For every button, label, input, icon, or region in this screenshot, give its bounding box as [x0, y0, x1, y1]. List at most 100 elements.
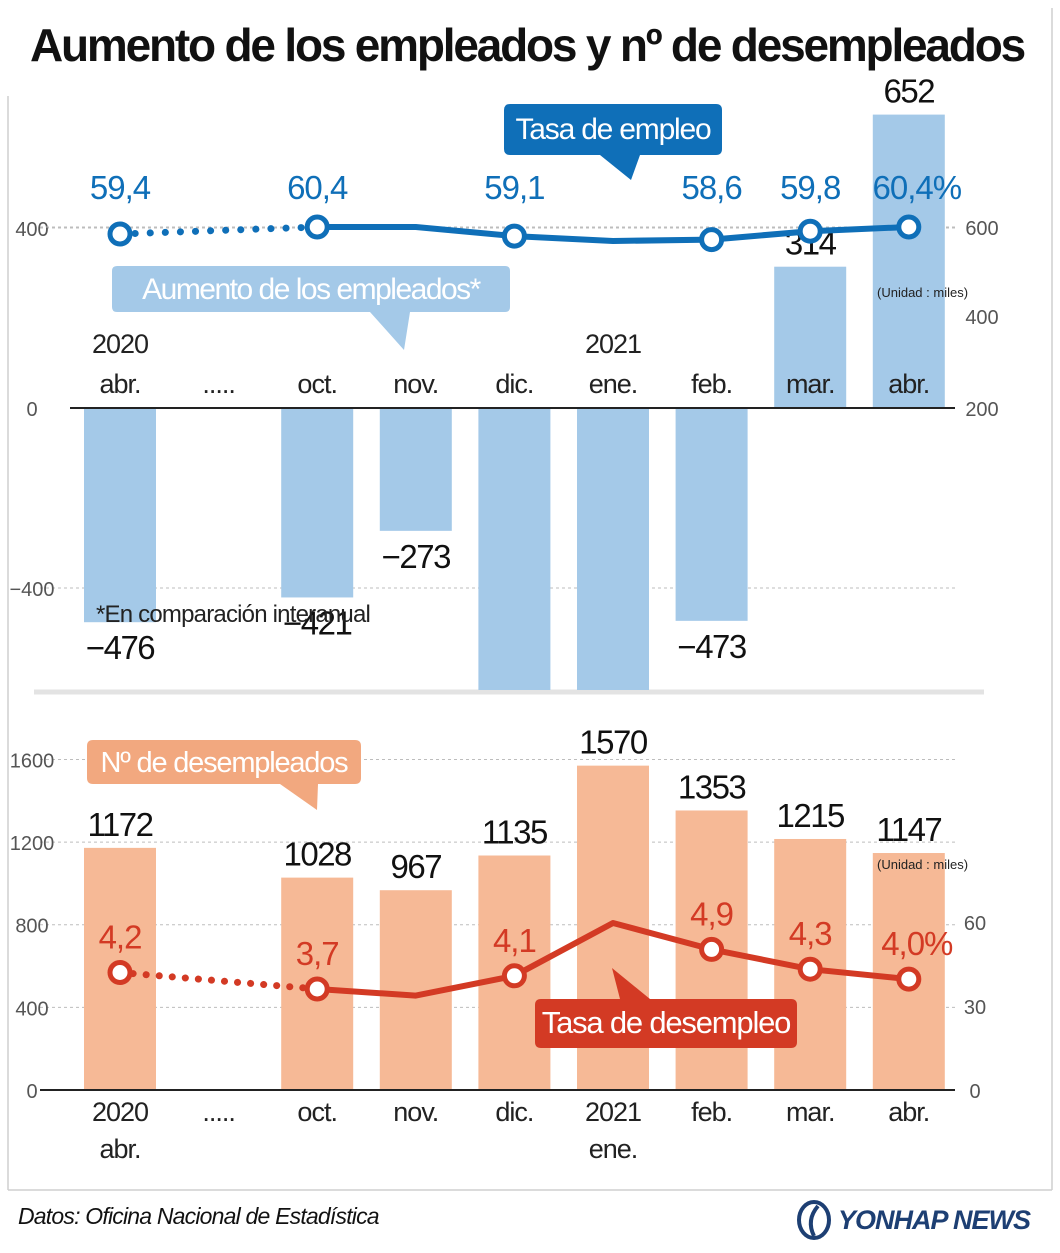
unemployment-rate-label: 4,9 — [690, 895, 733, 932]
employee-bar — [872, 114, 945, 408]
employee-callout — [112, 266, 510, 350]
source-note: Datos: Oficina Nacional de Estadística — [18, 1203, 380, 1229]
bar-value-label: 1135 — [482, 814, 547, 851]
y-tick-label: 400 — [15, 219, 48, 241]
unemployment-rate-point — [699, 936, 725, 962]
month-label-2: ene. — [589, 1134, 638, 1164]
unemployment-rate-label: 4,2 — [99, 919, 142, 956]
unemployment-rate-point — [797, 956, 823, 982]
unemployment-rate-point — [501, 963, 527, 989]
employment-rate-point — [304, 214, 330, 240]
bar-value-label: −473 — [677, 628, 745, 665]
y-tick-label: 0 — [26, 399, 37, 421]
employee-bar — [675, 408, 748, 621]
month-label: mar. — [786, 1097, 835, 1127]
month-label: abr. — [99, 369, 140, 399]
employment-rate-label: 60,4% — [873, 169, 962, 206]
employment-rate-label: 59,1 — [484, 169, 544, 206]
employment-rate-label: 58,6 — [681, 169, 741, 206]
employee-bar — [577, 408, 649, 690]
month-label: ..... — [202, 369, 235, 399]
month-label: nov. — [393, 369, 438, 399]
unemployed-callout-label: Nº de desempleados — [101, 747, 349, 779]
month-label: nov. — [393, 1097, 438, 1127]
unemployment-rate-label: 4,3 — [789, 915, 832, 952]
bar-value-label: −476 — [86, 629, 154, 666]
month-label: abr. — [888, 369, 929, 399]
month-label-2: abr. — [99, 1134, 140, 1164]
employment-rate-dotted-line — [116, 223, 321, 238]
employee-callout-label: Aumento de los empleados* — [142, 273, 482, 306]
logo-text: YONHAP NEWS — [838, 1204, 1031, 1235]
employment-rate-point — [107, 221, 133, 247]
yonhap-logo: YONHAP NEWS — [796, 1196, 1031, 1244]
month-label: mar. — [786, 369, 835, 399]
unemployment-rate-callout-label: Tasa de desempleo — [542, 1005, 790, 1040]
unemployment-rate-label: 4,0% — [881, 925, 953, 962]
month-label: feb. — [691, 1097, 732, 1127]
employee-bar — [281, 408, 354, 598]
right-tick-label: 30 — [964, 997, 986, 1019]
unemployed-callout — [87, 740, 361, 810]
right-tick-label: 60 — [964, 913, 986, 935]
bar-value-label: 1147 — [876, 811, 941, 848]
month-year-label: 2020 — [92, 329, 148, 359]
month-label: dic. — [495, 1097, 533, 1127]
month-label: oct. — [297, 369, 337, 399]
unemployment-rate-label: 4,1 — [493, 922, 536, 959]
employment-rate-point — [797, 218, 823, 244]
month-label: abr. — [888, 1097, 929, 1127]
yonhap-emblem-icon — [797, 1200, 831, 1240]
bar-value-label: −421 — [283, 604, 351, 641]
unemployment-rate-point — [304, 976, 330, 1002]
y-tick-label: 800 — [15, 916, 48, 938]
bar-value-label: 652 — [884, 73, 935, 110]
bar-value-label: 1215 — [776, 797, 844, 834]
employment-rate-point — [501, 223, 527, 249]
footnote: *En comparación interanual — [96, 601, 370, 628]
employment-rate-label: 59,8 — [780, 169, 840, 206]
y-tick-label: 400 — [15, 998, 48, 1020]
y-tick-label: 0 — [26, 1081, 37, 1103]
employment-rate-callout — [504, 104, 722, 180]
bar-value-label: 1353 — [678, 768, 746, 805]
month-label: ..... — [202, 1097, 235, 1127]
unit-label: (Unidad : miles) — [877, 285, 968, 300]
month-label: dic. — [495, 369, 533, 399]
y-tick-label: −400 — [9, 579, 54, 601]
employee-bar — [478, 408, 551, 690]
bar-value-label: 1570 — [579, 724, 648, 761]
y-tick-label: 1200 — [10, 833, 55, 855]
employee-bar — [84, 408, 156, 623]
employment-rate-callout-label: Tasa de empleo — [515, 113, 711, 146]
month-label: 2021 — [585, 1097, 641, 1127]
unemployment-chart: 1600 1200 800 400 0 60 30 0 1172 1028 967 1135 1570 1… — [10, 724, 986, 1164]
bar-value-label: 1028 — [283, 836, 351, 873]
unit-label: (Unidad : miles) — [877, 857, 968, 872]
month-year-label: 2021 — [585, 329, 641, 359]
employment-rate-label: 60,4 — [287, 169, 348, 206]
employee-bar — [379, 408, 452, 531]
right-tick-label: 600 — [965, 218, 998, 240]
unemployment-rate-point — [107, 960, 133, 985]
unemployment-rate-point — [896, 966, 922, 992]
bar-value-label: 967 — [391, 848, 442, 885]
right-tick-label: 0 — [969, 1081, 980, 1103]
unemployment-rate-callout — [535, 968, 797, 1048]
page-title: Aumento de los empleados y nº de desempl… — [30, 19, 1026, 71]
bar-value-label: 1172 — [88, 806, 153, 843]
right-tick-label: 400 — [965, 307, 998, 329]
employment-rate-point — [699, 227, 725, 253]
y-tick-label: 1600 — [10, 750, 55, 772]
month-label: ene. — [589, 369, 638, 399]
month-label: feb. — [691, 369, 732, 399]
employee-bar — [774, 266, 847, 408]
employment-chart: 4000−400−800600400200−476−421−273−628−98… — [9, 73, 999, 690]
unemployment-rate-label: 3,7 — [296, 935, 339, 972]
employment-rate-point — [896, 214, 922, 240]
month-label: 2020 — [92, 1097, 148, 1127]
bar-value-label: −273 — [382, 538, 450, 575]
right-tick-label: 200 — [965, 399, 998, 421]
